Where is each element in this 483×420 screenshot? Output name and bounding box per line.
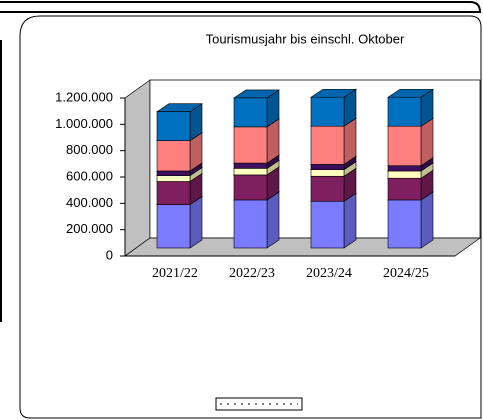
y-tick-label: 1.000.000 (55, 116, 113, 131)
bar-front (387, 165, 422, 172)
bar-front (310, 200, 345, 249)
bar-front (233, 162, 268, 169)
bar-front (233, 199, 268, 249)
bar-front (156, 140, 191, 172)
bar-front (387, 125, 422, 167)
top-frame (0, 1, 482, 14)
y-tick-label: 600.000 (66, 168, 113, 183)
bar-front (387, 199, 422, 249)
side-wall (124, 79, 151, 257)
bar-side (266, 191, 280, 249)
bar-segment (156, 103, 203, 142)
bar-segment (310, 88, 357, 127)
bar-front (310, 164, 345, 170)
bar-front (156, 111, 191, 141)
y-tick-label: 1.200.000 (55, 89, 113, 104)
bar-front (156, 181, 191, 205)
bar-side (189, 195, 203, 249)
x-tick-label: 2024/25 (383, 266, 429, 281)
bar-segment (233, 89, 280, 128)
bar-segment (233, 191, 280, 249)
bar-segment (387, 191, 434, 249)
y-tick-label: 0 (106, 247, 113, 262)
bar-segment (387, 88, 434, 127)
bar-front (233, 168, 268, 176)
x-tick-label: 2022/23 (229, 266, 275, 281)
bar-side (420, 191, 434, 249)
bar-front (310, 175, 345, 202)
bar-front (156, 175, 191, 182)
chart-title: Tourismusjahr bis einschl. Oktober (206, 31, 405, 46)
x-tick-label: 2023/24 (306, 266, 352, 281)
y-tick-label: 200.000 (66, 221, 113, 236)
x-tick-label: 2021/22 (152, 266, 198, 281)
bar-front (233, 126, 268, 164)
bar-front (310, 169, 345, 177)
bar-front (387, 96, 422, 127)
bar-front (387, 170, 422, 179)
bar-front (233, 174, 268, 201)
bar-front (156, 204, 191, 249)
y-tick-label: 400.000 (66, 195, 113, 210)
bar-front (156, 170, 191, 176)
bar-side (343, 192, 357, 249)
y-tick-label: 800.000 (66, 142, 113, 157)
bar-front (233, 97, 268, 128)
bar-front (310, 96, 345, 127)
bar-front (310, 125, 345, 165)
legend-box (215, 397, 303, 411)
bar-front (387, 177, 422, 201)
